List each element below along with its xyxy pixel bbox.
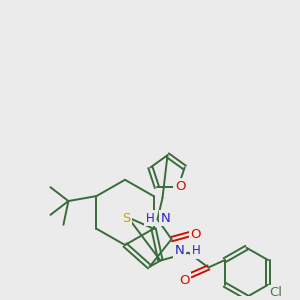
Text: H: H xyxy=(191,244,200,257)
Text: N: N xyxy=(160,212,170,225)
Text: O: O xyxy=(175,180,185,193)
Text: O: O xyxy=(190,228,201,241)
Text: N: N xyxy=(175,244,184,257)
Text: S: S xyxy=(122,212,130,225)
Text: H: H xyxy=(146,212,154,225)
Text: Cl: Cl xyxy=(270,286,283,299)
Text: O: O xyxy=(179,274,190,287)
